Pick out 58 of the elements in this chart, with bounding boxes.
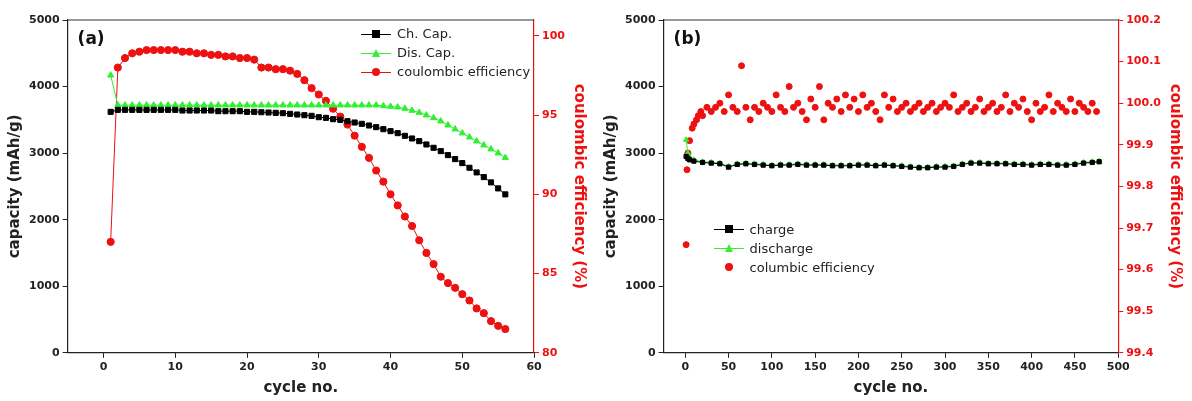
y2-tick-label: 95 — [542, 107, 558, 121]
y2-tick-label: 80 — [542, 345, 558, 359]
y2-tick-label: 100.1 — [1126, 54, 1161, 68]
y2-tick-label: 100 — [542, 28, 566, 42]
x-tick-label: 0 — [681, 360, 690, 374]
y-tick-label: 1000 — [624, 279, 656, 293]
legend-label: columbic efficiency — [749, 258, 875, 277]
x-axis-title: cycle no. — [853, 377, 929, 396]
y2-tick-label: 99.9 — [1126, 137, 1154, 151]
y-tick-label: 3000 — [28, 145, 60, 159]
x-tick-label: 20 — [239, 360, 256, 374]
y2-tick-label: 99.7 — [1126, 220, 1154, 234]
legend-label: Ch. Cap. — [397, 25, 453, 43]
x-tick-label: 60 — [526, 360, 543, 374]
y-tick-label: 4000 — [28, 79, 60, 93]
y-axis-title: capacity (mAh/g) — [600, 114, 619, 259]
y2-axis-title: coulombic efficiency (%) — [1167, 83, 1186, 290]
x-tick-label: 40 — [382, 360, 399, 374]
legend-label: discharge — [749, 239, 813, 258]
y-tick-label: 0 — [51, 345, 60, 359]
y-tick-label: 3000 — [624, 145, 656, 159]
x-tick-label: 500 — [1106, 360, 1131, 374]
y2-tick-label: 100.2 — [1126, 12, 1161, 26]
x-tick-label: 200 — [846, 360, 871, 374]
legend-label: coulombic efficiency — [397, 63, 531, 81]
y2-tick-label: 99.4 — [1126, 345, 1154, 359]
legend-label: charge — [749, 220, 795, 239]
x-tick-label: 250 — [890, 360, 914, 374]
y-tick-label: 5000 — [28, 12, 60, 26]
x-tick-label: 50 — [454, 360, 471, 374]
y-tick-label: 2000 — [624, 212, 656, 226]
legend-label: Dis. Cap. — [397, 44, 456, 62]
y2-tick-label: 99.8 — [1126, 179, 1154, 193]
x-tick-label: 300 — [933, 360, 957, 374]
annotation: (a) — [77, 28, 105, 48]
x-axis-title: cycle no. — [263, 377, 339, 396]
x-tick-label: 0 — [99, 360, 108, 374]
y2-tick-label: 99.5 — [1126, 304, 1154, 318]
y2-tick-label: 85 — [542, 266, 558, 280]
y2-tick-label: 100.0 — [1126, 96, 1162, 110]
y-axis-title: capacity (mAh/g) — [4, 114, 23, 259]
x-tick-label: 10 — [167, 360, 184, 374]
y2-tick-label: 90 — [542, 187, 558, 201]
y-tick-label: 5000 — [624, 12, 656, 26]
x-tick-label: 100 — [760, 360, 784, 374]
x-tick-label: 400 — [1020, 360, 1044, 374]
y-tick-label: 4000 — [624, 79, 656, 93]
y2-tick-label: 99.6 — [1126, 262, 1154, 276]
annotation: (b) — [673, 28, 702, 48]
y-tick-label: 1000 — [28, 279, 60, 293]
y-tick-label: 0 — [647, 345, 656, 359]
y2-axis-title: coulombic efficiency (%) — [571, 83, 590, 290]
y-tick-label: 2000 — [28, 212, 60, 226]
x-tick-label: 30 — [311, 360, 327, 374]
x-tick-label: 50 — [720, 360, 737, 374]
x-tick-label: 150 — [803, 360, 827, 374]
x-tick-label: 350 — [976, 360, 1001, 374]
x-tick-label: 450 — [1063, 360, 1087, 374]
